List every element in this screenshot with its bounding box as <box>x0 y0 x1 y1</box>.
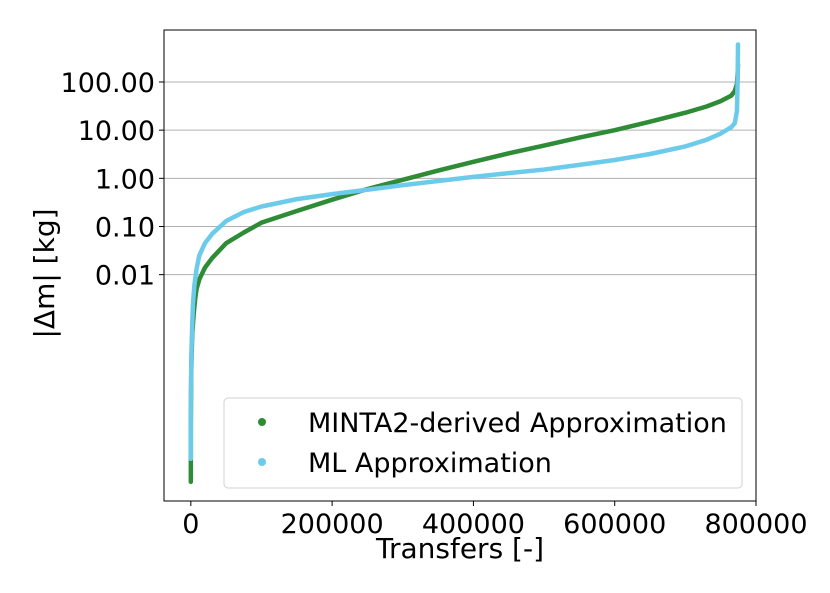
data-point <box>577 163 582 167</box>
data-point <box>224 241 228 245</box>
data-point <box>436 168 440 173</box>
data-point <box>295 209 299 213</box>
x-tick-label-4: 800000 <box>704 509 807 540</box>
data-point <box>224 219 228 223</box>
data-point <box>210 232 214 236</box>
data-point <box>612 158 617 162</box>
data-point <box>190 321 195 325</box>
data-point <box>189 480 193 484</box>
data-point <box>330 192 334 196</box>
data-point <box>683 110 688 115</box>
y-tick-label-2: 1.00 <box>95 164 155 195</box>
legend-label-minta2: MINTA2-derived Approximation <box>308 408 727 439</box>
data-point <box>735 109 739 113</box>
data-point <box>189 394 193 398</box>
data-point <box>330 197 334 202</box>
data-point <box>189 467 193 472</box>
data-point <box>259 220 264 225</box>
data-point <box>718 131 723 136</box>
data-point <box>189 428 193 432</box>
data-point <box>471 160 476 164</box>
series-layer <box>188 42 741 485</box>
series-line-1 <box>188 42 741 462</box>
legend-box <box>223 397 743 489</box>
data-point <box>436 179 440 183</box>
data-point <box>729 125 734 130</box>
data-point <box>506 171 511 175</box>
data-point <box>242 230 246 235</box>
data-point <box>648 152 652 156</box>
data-point <box>577 135 582 140</box>
y-axis: 0.01 0.10 1.00 10.00 100.00 <box>61 68 164 292</box>
y-tick-label-3: 10.00 <box>78 116 155 147</box>
data-point <box>735 78 740 82</box>
legend-marker-ml <box>258 458 266 466</box>
y-tick-label-0: 0.01 <box>95 261 155 292</box>
data-point <box>189 369 193 373</box>
legend-marker-minta2 <box>258 418 266 426</box>
legend: MINTA2-derived Approximation ML Approxim… <box>223 397 743 489</box>
plot-frame <box>163 29 757 502</box>
data-point <box>733 121 737 125</box>
data-point <box>197 277 202 282</box>
x-tick-label-2: 400000 <box>422 509 525 540</box>
data-point <box>295 197 299 201</box>
data-point <box>259 204 264 209</box>
data-point <box>189 346 194 350</box>
data-point <box>400 178 405 182</box>
x-tick-label-1: 200000 <box>281 509 384 540</box>
data-point <box>191 301 195 306</box>
data-point <box>542 143 546 148</box>
x-axis-title: Transfers [-] <box>375 532 544 565</box>
series-1 <box>188 42 741 462</box>
data-point <box>736 42 740 47</box>
data-point <box>612 128 617 132</box>
data-point <box>197 253 202 258</box>
data-point <box>203 241 207 245</box>
data-point <box>365 187 370 192</box>
data-point <box>542 167 546 172</box>
data-point <box>203 265 207 270</box>
data-point <box>648 119 652 124</box>
data-point <box>506 151 511 156</box>
x-axis: 0 200000 400000 600000 800000 <box>182 501 808 540</box>
x-tick-label-0: 0 <box>182 509 199 540</box>
data-point <box>683 144 688 149</box>
data-point <box>704 104 709 109</box>
y-axis-title: |Δm| [kg] <box>28 208 61 338</box>
data-point <box>718 99 723 103</box>
y-tick-label-4: 100.00 <box>61 68 155 99</box>
x-tick-label-3: 600000 <box>563 509 666 540</box>
data-point <box>189 457 193 461</box>
data-point <box>729 93 734 98</box>
data-point <box>210 256 214 260</box>
data-point <box>400 183 405 187</box>
legend-label-ml: ML Approximation <box>308 448 552 479</box>
data-point <box>192 283 197 288</box>
data-point <box>704 138 709 142</box>
data-point <box>194 267 199 271</box>
data-point <box>242 210 246 214</box>
data-point <box>471 175 476 179</box>
data-point <box>189 442 193 447</box>
y-tick-label-1: 0.10 <box>95 212 155 243</box>
